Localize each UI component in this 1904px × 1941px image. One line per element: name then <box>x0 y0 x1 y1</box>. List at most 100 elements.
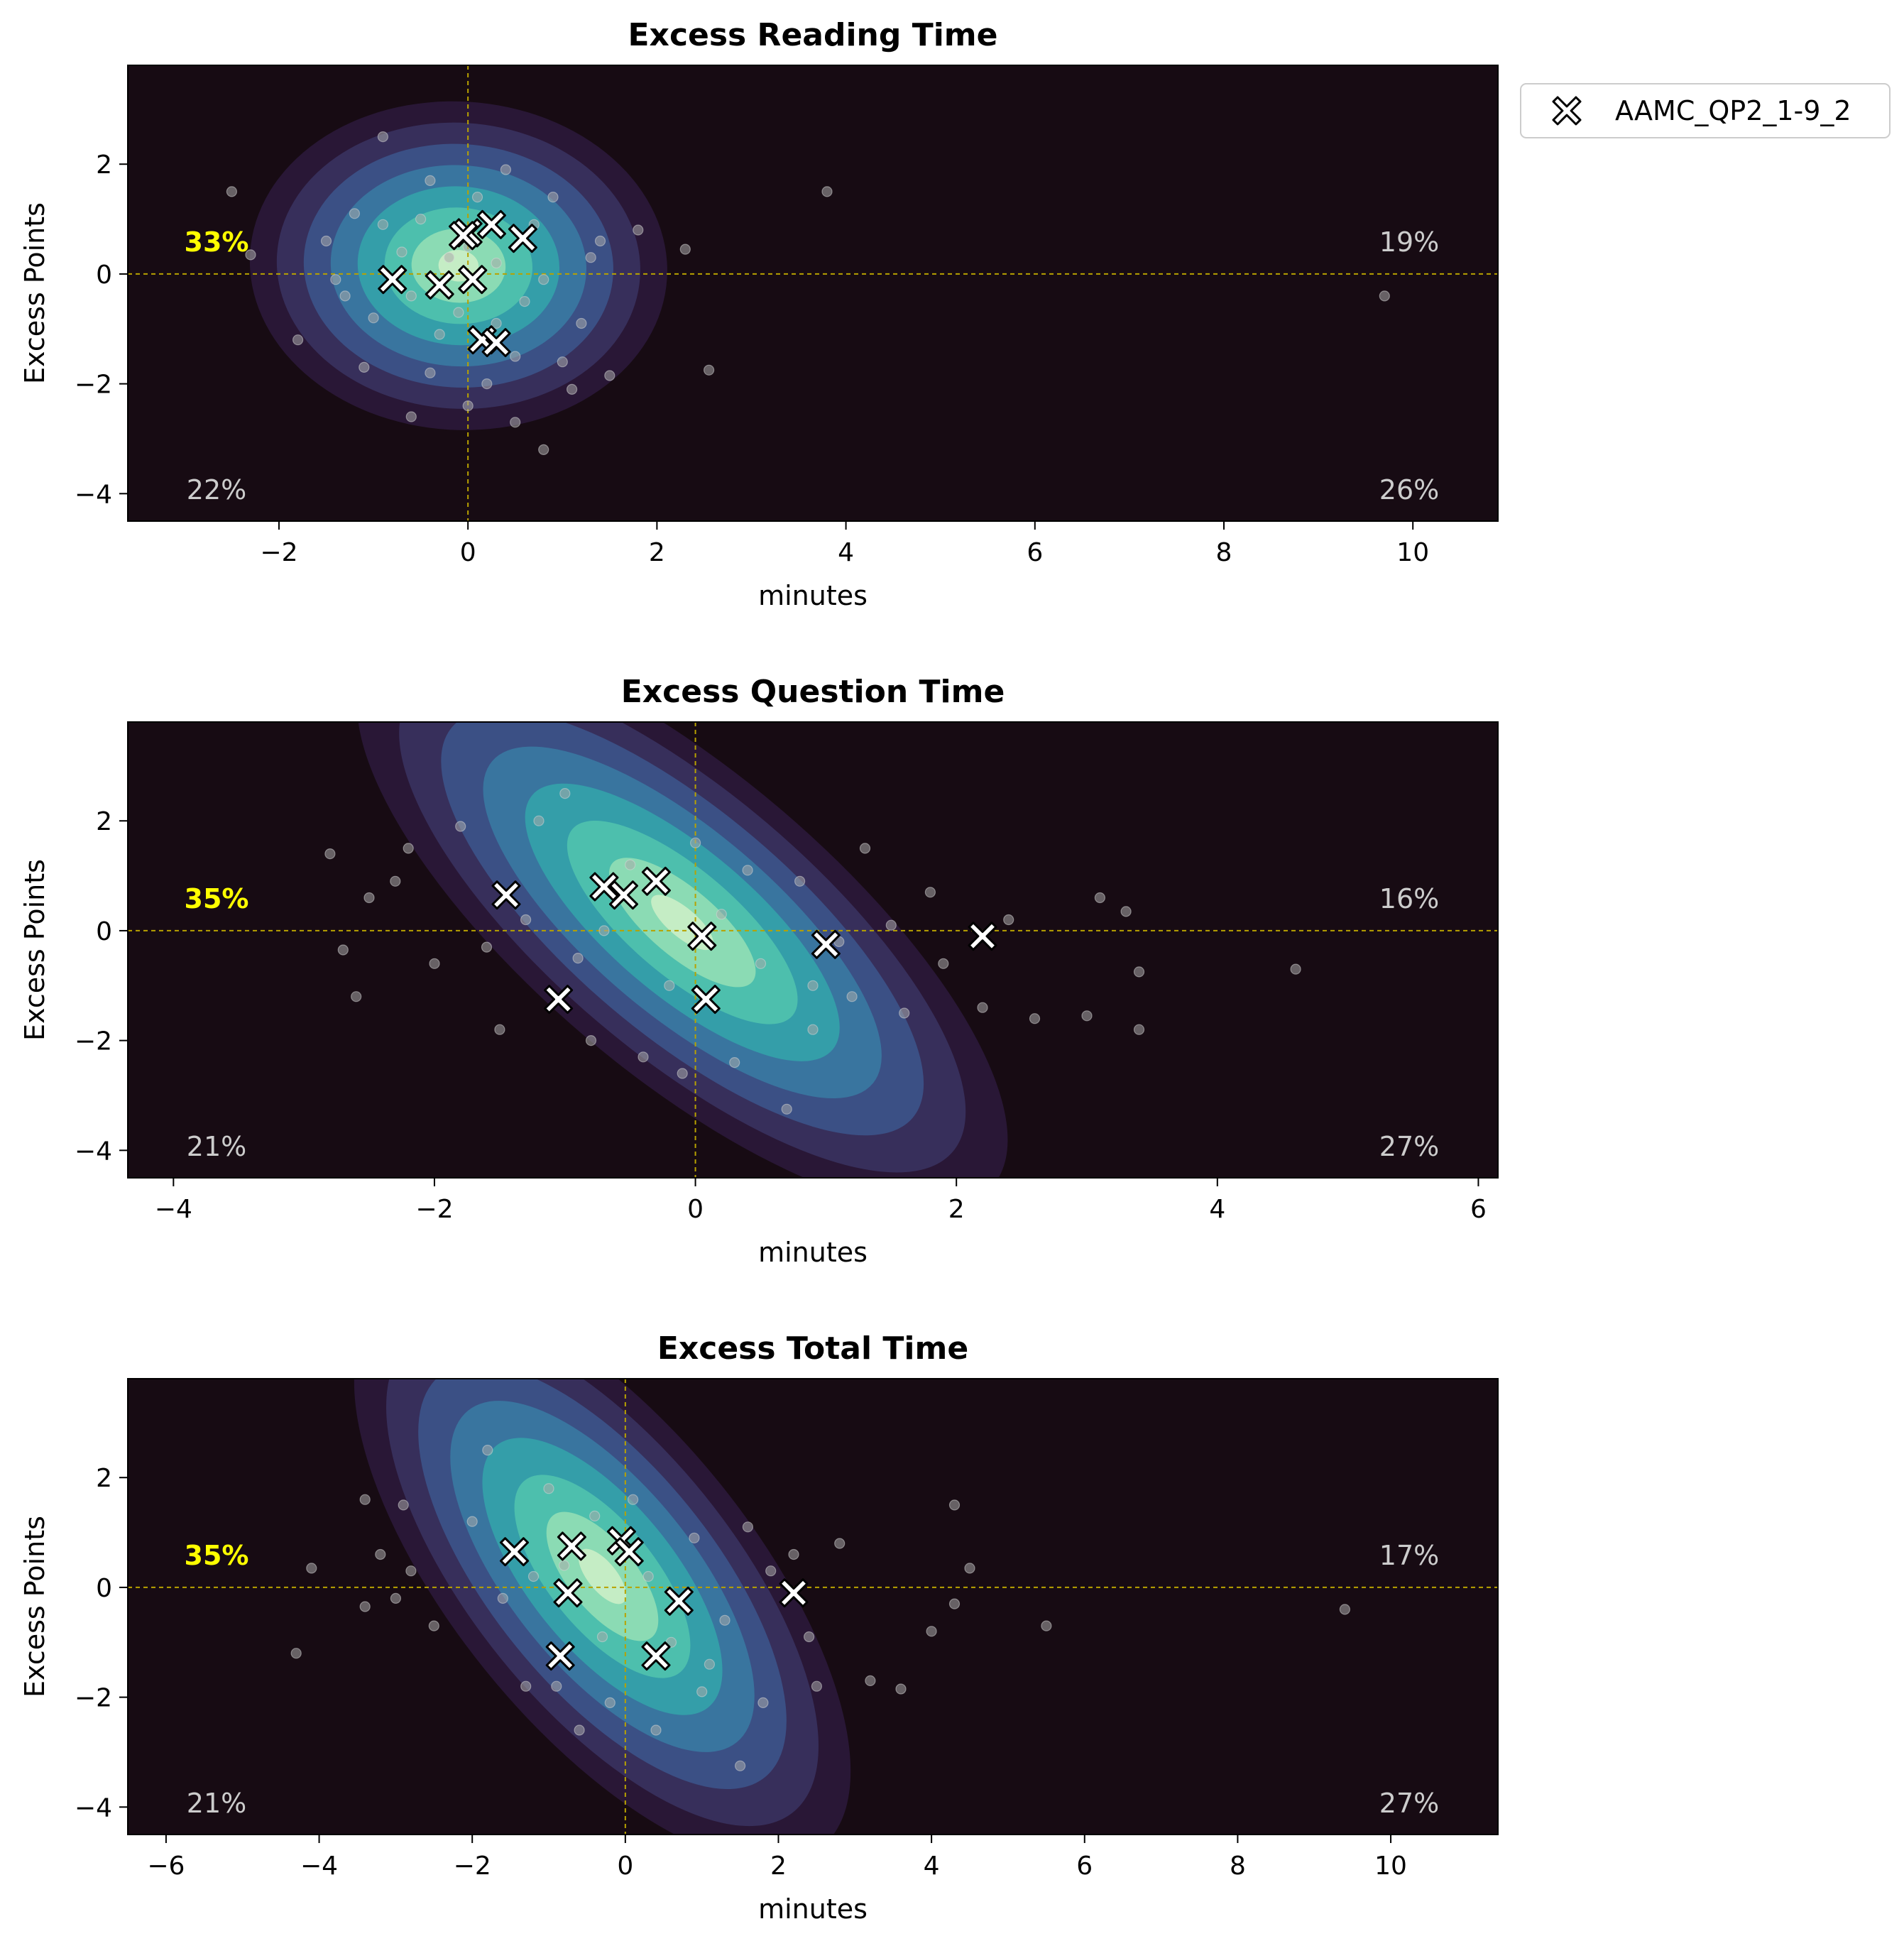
x-tick-label: 0 <box>460 538 476 567</box>
y-axis-label: Excess Points <box>19 202 50 384</box>
quadrant-label-bottom-left: 21% <box>187 1131 246 1162</box>
background-point <box>368 312 379 324</box>
background-point <box>349 208 360 219</box>
x-axis-label: minutes <box>758 1893 868 1925</box>
x-axis: −4 −2 0 2 4 6 <box>155 1178 1487 1224</box>
background-point <box>543 1483 554 1494</box>
y-tick-label: −2 <box>75 1027 112 1056</box>
background-point <box>1120 906 1132 917</box>
highlight-marker <box>508 224 537 253</box>
background-point <box>821 186 833 197</box>
background-point <box>589 1510 601 1521</box>
background-point <box>455 821 466 832</box>
x-tick-label: −4 <box>300 1852 338 1881</box>
background-point <box>807 980 819 991</box>
background-point <box>642 1570 654 1582</box>
x-tick-label: 10 <box>1396 538 1429 567</box>
quadrant-label-top-left: 35% <box>185 1540 249 1571</box>
background-point <box>375 1548 386 1560</box>
background-point <box>846 991 858 1002</box>
background-point <box>596 1631 608 1643</box>
background-point <box>520 914 532 926</box>
x-tick-label: 6 <box>1076 1852 1093 1881</box>
highlight-marker <box>553 1578 583 1608</box>
x-tick-label: 8 <box>1216 538 1232 567</box>
background-point <box>453 307 464 318</box>
subplot-total-time: Excess Total Time 35% 17% 21% 27% −6 −4 −2… <box>19 1330 1499 1925</box>
background-point <box>405 1565 417 1577</box>
background-point <box>396 246 407 258</box>
background-point <box>359 1601 371 1612</box>
background-point <box>755 958 767 969</box>
reference-lines <box>128 722 1498 1178</box>
quadrant-label-top-left: 35% <box>185 883 249 914</box>
background-point <box>481 941 493 953</box>
y-tick-label: −4 <box>75 1793 112 1822</box>
x-axis-label: minutes <box>758 1237 868 1268</box>
background-point <box>604 370 615 381</box>
background-point <box>363 892 375 904</box>
y-tick-label: 2 <box>96 151 112 180</box>
background-point <box>1041 1620 1052 1631</box>
y-tick-label: −4 <box>75 480 112 509</box>
x-marker-icon <box>1552 96 1582 126</box>
background-point <box>1133 1024 1145 1035</box>
background-point <box>337 944 349 956</box>
x-tick-label: −2 <box>260 538 297 567</box>
background-point <box>339 290 351 302</box>
highlight-marker <box>664 1586 694 1616</box>
highlight-marker <box>779 1578 809 1608</box>
background-point <box>627 1494 639 1505</box>
background-point <box>689 837 701 848</box>
quadrant-label-bottom-right: 26% <box>1379 474 1439 505</box>
background-point <box>811 1680 823 1692</box>
quadrant-label-bottom-left: 21% <box>187 1788 246 1819</box>
y-axis: −4 −2 0 2 <box>75 151 128 509</box>
background-point <box>1094 892 1106 904</box>
background-point <box>757 1697 769 1708</box>
background-point <box>1379 290 1390 302</box>
background-point <box>703 364 715 376</box>
background-point <box>574 1724 585 1736</box>
highlight-marker <box>557 1531 586 1561</box>
background-point <box>834 1538 846 1549</box>
background-point <box>689 1532 700 1543</box>
legend: AAMC_QP2_1-9_2 <box>1520 83 1891 138</box>
x-tick-label: 4 <box>924 1852 940 1881</box>
legend-box <box>1520 83 1891 138</box>
highlight-markers <box>378 209 537 358</box>
background-point <box>807 1024 819 1035</box>
background-point <box>704 1658 716 1670</box>
subplot-title: Excess Reading Time <box>628 17 998 53</box>
background-point <box>500 164 512 175</box>
plot-frame <box>127 721 1499 1179</box>
highlight-markers <box>500 1526 809 1671</box>
subplot-title: Excess Total Time <box>657 1330 968 1367</box>
background-point <box>679 244 691 255</box>
background-point <box>977 1002 988 1013</box>
background-point <box>405 411 417 422</box>
x-marker-icon-shape <box>1552 96 1582 126</box>
background-points <box>226 131 1390 456</box>
background-point <box>1081 1010 1093 1022</box>
background-point <box>1290 963 1301 975</box>
background-points <box>290 1444 1351 1771</box>
quadrant-label-bottom-left: 22% <box>187 474 246 505</box>
background-point <box>245 249 256 261</box>
background-point <box>405 290 417 302</box>
background-point <box>290 1648 302 1659</box>
background-point <box>781 1103 792 1115</box>
highlight-marker <box>491 880 521 910</box>
y-tick-label: 0 <box>96 917 112 946</box>
quadrant-label-bottom-right: 27% <box>1379 1131 1439 1162</box>
y-axis-label: Excess Points <box>19 1516 50 1697</box>
highlight-marker <box>687 922 717 951</box>
background-point <box>429 958 440 969</box>
subplot-reading-time: Excess Reading Time 33% 19% 22% 26% −2 0 2… <box>19 17 1499 611</box>
quadrant-label-top-right: 16% <box>1379 883 1439 914</box>
highlight-marker <box>811 929 841 959</box>
background-point <box>415 214 427 225</box>
background-point <box>664 980 675 991</box>
highlight-marker <box>449 221 478 251</box>
